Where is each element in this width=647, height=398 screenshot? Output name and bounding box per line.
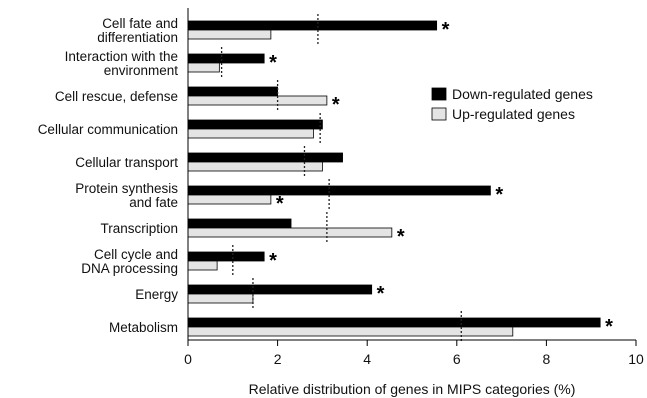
significance-up-6: * bbox=[397, 226, 405, 248]
x-tick-label-3: 6 bbox=[453, 351, 461, 367]
bar-up-regulated-1 bbox=[187, 62, 220, 73]
category-label-4: Cellular transport bbox=[75, 155, 178, 170]
legend-label-0: Down-regulated genes bbox=[452, 86, 593, 102]
significance-up-2: * bbox=[332, 94, 340, 116]
category-label-5: Protein synthesis and fate bbox=[75, 181, 178, 210]
bar-up-regulated-7 bbox=[187, 260, 218, 271]
category-labels: Cell fate and differentiation Interaction … bbox=[38, 16, 179, 335]
bar-down-regulated-7 bbox=[187, 251, 265, 262]
bar-up-regulated-8 bbox=[187, 293, 254, 304]
legend-label-1: Up-regulated genes bbox=[452, 106, 575, 122]
bar-up-regulated-5 bbox=[187, 194, 272, 205]
category-label-8: Energy bbox=[135, 287, 178, 302]
plot-area: * * * * * * * * * bbox=[187, 14, 613, 343]
bar-down-regulated-0 bbox=[187, 20, 438, 31]
bar-down-regulated-5 bbox=[187, 185, 491, 196]
significance-down-5: * bbox=[495, 184, 503, 206]
category-label-0: Cell fate and differentiation bbox=[97, 16, 178, 45]
bar-up-regulated-4 bbox=[187, 161, 323, 172]
bar-down-regulated-2 bbox=[187, 86, 278, 97]
bar-down-regulated-1 bbox=[187, 53, 265, 64]
significance-down-7: * bbox=[269, 250, 277, 272]
bar-down-regulated-4 bbox=[187, 152, 343, 163]
bar-up-regulated-2 bbox=[187, 95, 328, 106]
bar-down-regulated-9 bbox=[187, 317, 601, 328]
significance-down-9: * bbox=[605, 316, 613, 338]
legend: Down-regulated genes Up-regulated genes bbox=[431, 86, 593, 122]
x-tick-label-0: 0 bbox=[184, 351, 192, 367]
category-label-6: Transcription bbox=[100, 221, 178, 236]
bar-down-regulated-6 bbox=[187, 218, 292, 229]
x-tick-label-1: 2 bbox=[274, 351, 282, 367]
bar-up-regulated-9 bbox=[187, 326, 514, 337]
x-axis-title: Relative distribution of genes in MIPS c… bbox=[249, 381, 576, 397]
category-label-9: Metabolism bbox=[109, 320, 178, 335]
category-label-2: Cell rescue, defense bbox=[55, 89, 178, 104]
bar-down-regulated-8 bbox=[187, 284, 373, 295]
bar-up-regulated-3 bbox=[187, 128, 314, 139]
bar-down-regulated-3 bbox=[187, 119, 323, 130]
legend-swatch-1 bbox=[431, 107, 447, 121]
significance-up-5: * bbox=[276, 193, 284, 215]
x-tick-label-4: 8 bbox=[543, 351, 551, 367]
significance-down-1: * bbox=[269, 52, 277, 74]
legend-swatch-0 bbox=[431, 87, 447, 101]
bar-up-regulated-0 bbox=[187, 29, 272, 40]
category-label-3: Cellular communication bbox=[38, 122, 178, 137]
category-label-1: Interaction with the environment bbox=[65, 49, 179, 78]
x-axis: 0 2 4 6 8 10 Relative distribution of genes in… bbox=[184, 8, 644, 397]
significance-down-8: * bbox=[377, 283, 385, 305]
x-tick-label-5: 10 bbox=[628, 351, 644, 367]
bar-up-regulated-6 bbox=[187, 227, 393, 238]
category-label-7: Cell cycle and DNA processing bbox=[81, 247, 178, 276]
significance-down-0: * bbox=[442, 19, 450, 41]
x-tick-label-2: 4 bbox=[363, 351, 371, 367]
